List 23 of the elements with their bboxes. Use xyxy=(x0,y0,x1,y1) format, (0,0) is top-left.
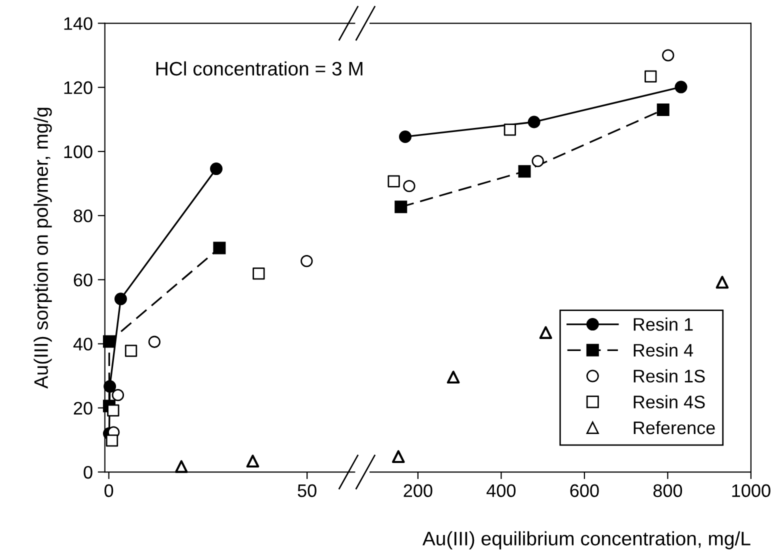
x-tick-label: 400 xyxy=(486,484,516,498)
y-tick-label: 100 xyxy=(64,145,92,158)
legend-label: Resin 1 xyxy=(634,318,693,331)
x-tick-label: 800 xyxy=(653,484,682,498)
y-tick-label: 120 xyxy=(64,81,92,94)
x-tick-label: 600 xyxy=(570,484,599,498)
x-tick-label: 200 xyxy=(404,484,432,498)
y-tick-label: 40 xyxy=(73,338,92,351)
y-tick-label: 80 xyxy=(74,210,92,222)
y-tick-label: 60 xyxy=(74,274,92,286)
y-axis-title: Au(III) sorption on polymer, mg/g xyxy=(34,108,52,389)
annotation: HCl concentration = 3 M xyxy=(156,61,362,76)
x-axis-title: Au(III) equilibrium concentration, mg/L xyxy=(422,531,750,550)
x-tick-label: 50 xyxy=(298,484,316,498)
y-tick-label: 140 xyxy=(64,17,92,30)
legend-label: Resin 4S xyxy=(634,395,705,408)
legend-label: Resin 4 xyxy=(634,343,694,357)
x-tick-label: 1000 xyxy=(732,484,770,498)
x-tick-label: 0 xyxy=(104,484,114,498)
legend-label: Resin 1S xyxy=(634,369,705,383)
legend-label: Reference xyxy=(634,420,715,434)
y-tick-label: 20 xyxy=(74,402,92,415)
y-tick-label: 0 xyxy=(84,466,92,479)
